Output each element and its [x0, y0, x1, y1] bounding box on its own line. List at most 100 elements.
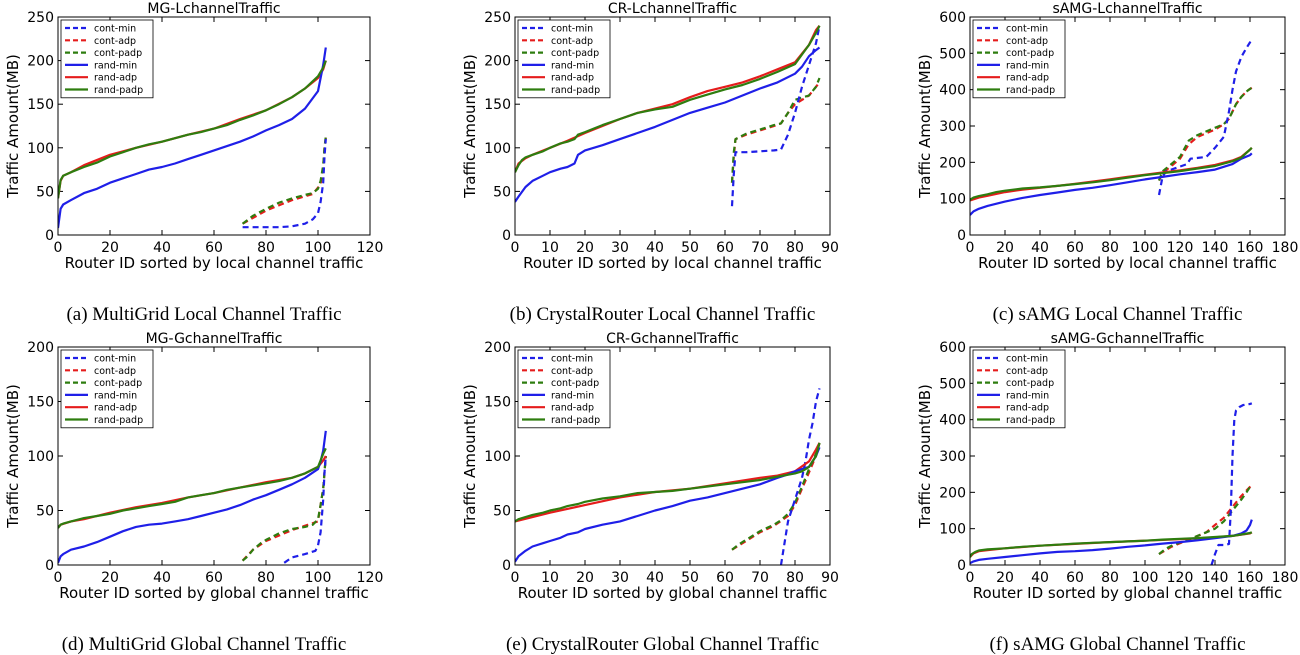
legend-label: rand-padp [1006, 415, 1055, 426]
chart-panel-samg-global: sAMG-GchannelTraffic Router ID sorted by… [916, 331, 1298, 655]
legend-label: rand-adp [551, 73, 594, 84]
x-tick-label: 160 [1237, 240, 1264, 256]
y-tick-label: 150 [27, 97, 54, 113]
series-line-cont-padp [730, 77, 821, 183]
legend-label: rand-min [1006, 390, 1049, 401]
x-axis-label: Router ID sorted by global channel traff… [518, 584, 828, 602]
series-line-cont-adp [1158, 86, 1253, 181]
x-tick-label: 60 [716, 570, 734, 586]
series-line-cont-min [730, 25, 821, 207]
x-axis-label: Router ID sorted by global channel traff… [973, 584, 1283, 602]
x-tick-label: 60 [1066, 570, 1084, 586]
x-tick-label: 140 [1202, 240, 1229, 256]
x-tick-label: 90 [821, 240, 839, 256]
y-tick-label: 200 [27, 54, 54, 70]
x-tick-label: 120 [1167, 240, 1194, 256]
chart-panel-cr-global: CR-GchannelTraffic Router ID sorted by g… [461, 331, 839, 655]
y-tick-label: 600 [939, 10, 966, 26]
series-line-cont-padp [731, 442, 821, 551]
x-tick-label: 120 [1167, 570, 1194, 586]
x-tick-label: 40 [153, 570, 171, 586]
y-tick-label: 250 [484, 10, 511, 26]
x-axis-label: Router ID sorted by local channel traffi… [65, 254, 364, 272]
series-line-rand-padp [58, 60, 327, 199]
x-tick-label: 40 [153, 240, 171, 256]
y-tick-label: 50 [36, 504, 54, 520]
chart-title: CR-LchannelTraffic [608, 1, 737, 17]
legend-box [972, 19, 1066, 99]
x-tick-label: 60 [716, 240, 734, 256]
x-tick-label: 50 [681, 240, 699, 256]
x-axis-label: Router ID sorted by global channel traff… [59, 584, 369, 602]
y-tick-label: 500 [939, 376, 966, 392]
y-tick-label: 0 [957, 558, 966, 574]
y-tick-label: 400 [939, 413, 966, 429]
series-line-cont-min [283, 455, 327, 564]
legend-label: cont-padp [94, 48, 142, 59]
legend-label: cont-padp [1006, 48, 1054, 59]
chart-title: sAMG-LchannelTraffic [1052, 1, 1202, 17]
x-tick-label: 30 [611, 570, 629, 586]
x-tick-label: 0 [511, 240, 520, 256]
x-tick-label: 10 [541, 240, 559, 256]
plot-frame [969, 16, 1286, 236]
legend-label: cont-min [551, 24, 593, 35]
y-tick-label: 0 [957, 228, 966, 244]
legend-label: rand-padp [551, 415, 600, 426]
series-line-rand-adp [970, 531, 1253, 558]
legend-label: cont-min [1006, 24, 1048, 35]
figure-caption: (f) sAMG Global Channel Traffic [989, 634, 1245, 655]
y-tick-label: 0 [502, 558, 511, 574]
y-tick-label: 300 [939, 119, 966, 135]
series-line-cont-adp [242, 137, 327, 225]
y-axis-label: Traffic Amount(MB) [461, 384, 479, 529]
x-tick-label: 20 [101, 570, 119, 586]
chart-panel-mg-local: MG-LchannelTraffic Router ID sorted by l… [4, 1, 383, 325]
x-tick-label: 80 [786, 240, 804, 256]
x-tick-label: 180 [1272, 240, 1299, 256]
x-tick-label: 20 [996, 570, 1014, 586]
legend-label: rand-adp [94, 403, 137, 414]
series-line-rand-min [970, 152, 1253, 216]
x-tick-label: 80 [257, 240, 275, 256]
legend-label: rand-adp [94, 73, 137, 84]
series-line-cont-min [1210, 402, 1253, 565]
y-tick-label: 400 [939, 83, 966, 99]
y-tick-label: 200 [27, 340, 54, 356]
x-tick-label: 80 [257, 570, 275, 586]
chart-title: MG-GchannelTraffic [146, 331, 283, 347]
legend-label: cont-min [551, 354, 593, 365]
legend-box [517, 19, 611, 99]
legend-label: rand-padp [1006, 85, 1055, 96]
series-line-rand-padp [515, 442, 821, 523]
x-tick-label: 100 [305, 570, 332, 586]
series-line-cont-min [779, 388, 821, 565]
x-tick-label: 100 [1132, 240, 1159, 256]
figure-caption: (e) CrystalRouter Global Channel Traffic [506, 634, 819, 655]
y-tick-label: 50 [493, 504, 511, 520]
x-tick-label: 140 [1202, 570, 1229, 586]
x-tick-label: 70 [751, 240, 769, 256]
legend-label: rand-padp [551, 85, 600, 96]
y-tick-label: 0 [45, 228, 54, 244]
x-tick-label: 100 [1132, 570, 1159, 586]
legend-label: cont-adp [551, 36, 593, 47]
legend-label: cont-adp [1006, 36, 1048, 47]
x-tick-label: 70 [751, 570, 769, 586]
series-line-rand-adp [970, 147, 1253, 202]
legend-label: cont-padp [551, 378, 599, 389]
plot-frame [514, 16, 831, 236]
series-line-rand-min [58, 47, 327, 229]
legend-label: cont-padp [1006, 378, 1054, 389]
y-tick-label: 50 [36, 184, 54, 200]
chart-panel-samg-local: sAMG-LchannelTraffic Router ID sorted by… [916, 1, 1298, 325]
legend-label: rand-min [94, 390, 137, 401]
y-axis-label: Traffic Amount(MB) [4, 54, 22, 199]
x-tick-label: 20 [101, 240, 119, 256]
x-tick-label: 20 [576, 570, 594, 586]
x-tick-label: 10 [541, 570, 559, 586]
y-tick-label: 250 [27, 10, 54, 26]
